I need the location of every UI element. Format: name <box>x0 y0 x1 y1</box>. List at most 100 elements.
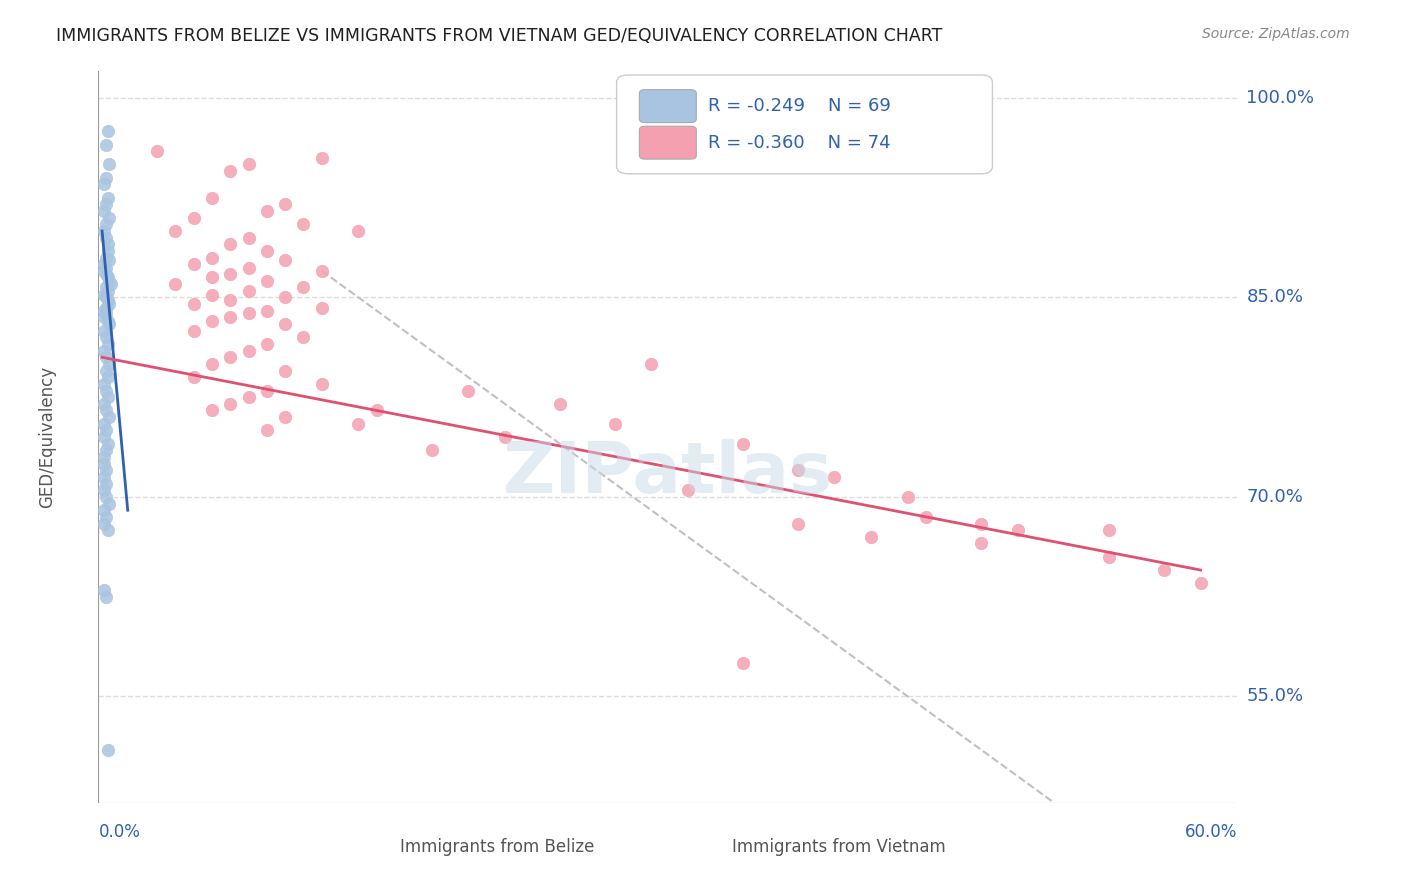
Text: 70.0%: 70.0% <box>1247 488 1303 506</box>
Point <box>347 417 370 431</box>
Text: 60.0%: 60.0% <box>1185 822 1237 841</box>
Point <box>311 301 333 315</box>
Point <box>94 306 117 320</box>
Point <box>93 310 115 325</box>
Point <box>93 303 115 318</box>
Point <box>201 270 224 285</box>
Point <box>292 330 315 344</box>
FancyBboxPatch shape <box>673 832 742 862</box>
Point <box>824 470 846 484</box>
Text: 0.0%: 0.0% <box>98 822 141 841</box>
Point <box>1189 576 1212 591</box>
Point <box>676 483 699 498</box>
Point <box>165 277 187 292</box>
Point <box>457 384 479 398</box>
Point <box>311 151 333 165</box>
Point <box>201 314 224 328</box>
Point <box>420 443 443 458</box>
Point <box>274 363 297 377</box>
Point <box>94 197 117 211</box>
Point <box>97 436 120 450</box>
Point <box>97 337 120 351</box>
Point <box>238 157 260 171</box>
Point <box>860 530 883 544</box>
Point <box>238 230 260 244</box>
Point <box>97 284 120 298</box>
Point <box>98 410 121 425</box>
Text: ZIPatlas: ZIPatlas <box>503 439 832 508</box>
Point <box>93 483 115 498</box>
Point <box>97 370 120 384</box>
Point <box>94 230 117 244</box>
Point <box>97 293 120 307</box>
Point <box>97 191 120 205</box>
Point <box>94 509 117 524</box>
Point <box>93 516 115 531</box>
Point <box>219 397 242 411</box>
Point <box>731 436 754 450</box>
Point <box>98 157 121 171</box>
Point <box>366 403 388 417</box>
Point <box>731 656 754 670</box>
Text: Source: ZipAtlas.com: Source: ZipAtlas.com <box>1202 27 1350 41</box>
Point <box>94 280 117 294</box>
Point <box>292 280 315 294</box>
Text: Immigrants from Belize: Immigrants from Belize <box>399 838 595 855</box>
Point <box>786 463 808 477</box>
Point <box>93 224 115 238</box>
Point <box>94 290 117 304</box>
Point <box>97 742 120 756</box>
Point <box>94 351 117 365</box>
Point <box>970 536 993 550</box>
Point <box>274 410 297 425</box>
FancyBboxPatch shape <box>640 89 696 122</box>
Point <box>183 257 205 271</box>
Point <box>183 324 205 338</box>
Point <box>93 397 115 411</box>
Point <box>98 497 121 511</box>
Point <box>256 337 278 351</box>
Point <box>274 317 297 331</box>
Point <box>201 251 224 265</box>
Point <box>93 257 115 271</box>
Point <box>93 287 115 301</box>
Point <box>165 224 187 238</box>
Point <box>1098 549 1121 564</box>
Point <box>94 267 117 281</box>
Point <box>98 211 121 225</box>
Point <box>256 204 278 219</box>
Point <box>256 275 278 289</box>
Point <box>94 261 117 276</box>
Point <box>347 224 370 238</box>
Point <box>97 124 120 138</box>
Point <box>94 590 117 604</box>
Point <box>93 430 115 444</box>
Point <box>146 144 169 158</box>
Point <box>97 523 120 537</box>
Point <box>256 303 278 318</box>
Point <box>311 264 333 278</box>
Text: 100.0%: 100.0% <box>1247 89 1315 107</box>
Point <box>219 237 242 252</box>
Point <box>93 264 115 278</box>
Point <box>93 582 115 597</box>
Text: R = -0.249    N = 69: R = -0.249 N = 69 <box>707 97 890 115</box>
Point <box>94 463 117 477</box>
Point <box>274 290 297 304</box>
FancyBboxPatch shape <box>640 126 696 159</box>
Point <box>292 217 315 231</box>
Point <box>98 297 121 311</box>
Point <box>1098 523 1121 537</box>
Point <box>94 330 117 344</box>
Text: IMMIGRANTS FROM BELIZE VS IMMIGRANTS FROM VIETNAM GED/EQUIVALENCY CORRELATION CH: IMMIGRANTS FROM BELIZE VS IMMIGRANTS FRO… <box>56 27 942 45</box>
Point <box>1007 523 1029 537</box>
Point <box>100 277 122 292</box>
Point <box>93 450 115 464</box>
Point <box>915 509 938 524</box>
Point <box>238 261 260 276</box>
Point <box>97 390 120 404</box>
Point <box>94 170 117 185</box>
Point <box>274 253 297 268</box>
Point <box>98 275 121 289</box>
Point <box>94 490 117 504</box>
